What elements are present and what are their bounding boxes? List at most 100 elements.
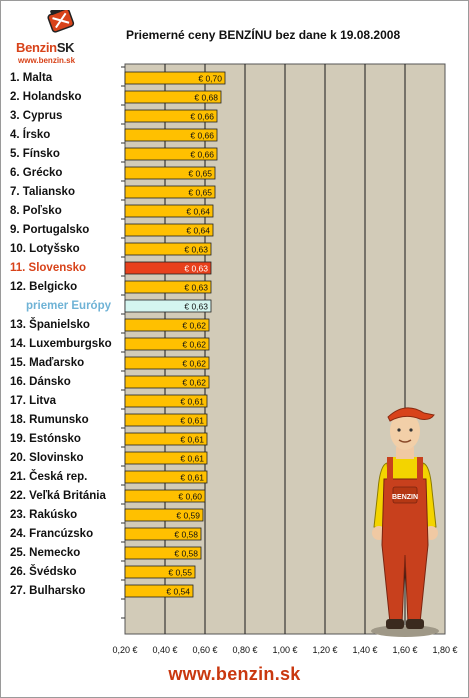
bar-value-label: € 0,66 bbox=[190, 131, 214, 141]
country-label: 19. Estónsko bbox=[10, 433, 81, 445]
bar-value-label: € 0,68 bbox=[194, 93, 218, 103]
bar bbox=[124, 432, 208, 446]
bar bbox=[124, 204, 214, 218]
bar bbox=[124, 489, 206, 503]
bar bbox=[124, 280, 212, 294]
bar bbox=[124, 71, 226, 85]
country-label: 14. Luxemburgsko bbox=[10, 338, 112, 350]
bar bbox=[124, 147, 218, 161]
bar bbox=[124, 223, 214, 237]
country-label: 15. Maďarsko bbox=[10, 357, 85, 369]
benzin-sk-logo: BenzinSK www.benzin.sk bbox=[6, 7, 96, 66]
bar-value-label: € 0,63 bbox=[184, 245, 208, 255]
fuel-can-icon bbox=[47, 7, 75, 33]
bar-value-label: € 0,62 bbox=[182, 378, 206, 388]
country-label: 2. Holandsko bbox=[10, 91, 82, 103]
fuel-attendant-mascot-icon: BENZIN bbox=[371, 407, 439, 637]
bar bbox=[124, 584, 194, 598]
bar bbox=[124, 242, 212, 256]
bar-value-label: € 0,64 bbox=[186, 226, 210, 236]
country-label: 18. Rumunsko bbox=[10, 414, 89, 426]
bar bbox=[124, 356, 210, 370]
chart-title: Priemerné ceny BENZÍNU bez dane k 19.08.… bbox=[126, 28, 401, 42]
bar-value-label: € 0,70 bbox=[198, 74, 222, 84]
bar-value-label: € 0,61 bbox=[180, 454, 204, 464]
bar bbox=[124, 565, 196, 579]
country-label: 20. Slovinsko bbox=[10, 452, 84, 464]
country-label: 3. Cyprus bbox=[10, 110, 63, 122]
x-tick-label: 0,60 € bbox=[192, 645, 217, 655]
bar-value-label: € 0,64 bbox=[186, 207, 210, 217]
x-tick-label: 1,00 € bbox=[272, 645, 297, 655]
country-label: 7. Taliansko bbox=[10, 186, 75, 198]
logo-url: www.benzin.sk bbox=[18, 56, 76, 65]
bar bbox=[124, 527, 202, 541]
x-tick-label: 0,40 € bbox=[152, 645, 177, 655]
bar bbox=[124, 451, 208, 465]
country-label: 27. Bulharsko bbox=[10, 585, 86, 597]
bar-value-label: € 0,62 bbox=[182, 359, 206, 369]
bar bbox=[124, 90, 222, 104]
bar-value-label: € 0,59 bbox=[176, 511, 200, 521]
bar-value-label: € 0,61 bbox=[180, 435, 204, 445]
country-label: 22. Veľká Británia bbox=[10, 490, 106, 502]
bar bbox=[124, 546, 202, 560]
bar bbox=[124, 299, 212, 313]
x-tick-label: 1,80 € bbox=[432, 645, 457, 655]
bar bbox=[124, 128, 218, 142]
bar-value-label: € 0,63 bbox=[184, 302, 208, 312]
bar bbox=[124, 318, 210, 332]
bar-value-label: € 0,62 bbox=[182, 321, 206, 331]
footer-url: www.benzin.sk bbox=[168, 664, 301, 684]
bar-value-label: € 0,61 bbox=[180, 473, 204, 483]
bar-value-label: € 0,54 bbox=[166, 587, 190, 597]
x-tick-label: 0,80 € bbox=[232, 645, 257, 655]
bar bbox=[124, 185, 216, 199]
bar-value-label: € 0,61 bbox=[180, 416, 204, 426]
country-label: 9. Portugalsko bbox=[10, 224, 90, 236]
x-tick-label: 1,20 € bbox=[312, 645, 337, 655]
country-label: 13. Španielsko bbox=[10, 319, 90, 331]
country-label: 24. Francúzsko bbox=[10, 528, 94, 540]
svg-text:BENZIN: BENZIN bbox=[392, 494, 418, 501]
bar bbox=[124, 261, 212, 275]
bar bbox=[124, 337, 210, 351]
x-tick-label: 1,60 € bbox=[392, 645, 417, 655]
bar bbox=[124, 413, 208, 427]
bar-value-label: € 0,65 bbox=[188, 169, 212, 179]
bar-value-label: € 0,55 bbox=[168, 568, 192, 578]
country-label: 16. Dánsko bbox=[10, 376, 71, 388]
bar bbox=[124, 109, 218, 123]
bar bbox=[124, 508, 204, 522]
bar bbox=[124, 166, 216, 180]
bar-value-label: € 0,61 bbox=[180, 397, 204, 407]
country-label: 25. Nemecko bbox=[10, 547, 81, 559]
country-label: 17. Litva bbox=[10, 395, 57, 407]
x-tick-label: 1,40 € bbox=[352, 645, 377, 655]
bar-value-label: € 0,63 bbox=[184, 264, 208, 274]
country-label: 8. Poľsko bbox=[10, 205, 62, 217]
bar-value-label: € 0,58 bbox=[174, 549, 198, 559]
bar-value-label: € 0,66 bbox=[190, 150, 214, 160]
logo-brand-text: BenzinSK bbox=[16, 40, 75, 55]
country-label: 26. Švédsko bbox=[10, 566, 77, 578]
country-label: 12. Belgicko bbox=[10, 281, 78, 293]
bar-value-label: € 0,62 bbox=[182, 340, 206, 350]
bar bbox=[124, 394, 208, 408]
country-label: 5. Fínsko bbox=[10, 148, 60, 160]
bar bbox=[124, 375, 210, 389]
country-label: 21. Česká rep. bbox=[10, 471, 88, 483]
bar-value-label: € 0,58 bbox=[174, 530, 198, 540]
country-label: 10. Lotyšsko bbox=[10, 243, 80, 255]
bar bbox=[124, 470, 208, 484]
country-label: 4. Írsko bbox=[10, 129, 51, 141]
bar-value-label: € 0,63 bbox=[184, 283, 208, 293]
bar-value-label: € 0,66 bbox=[190, 112, 214, 122]
country-label: 6. Grécko bbox=[10, 167, 63, 179]
bar-value-label: € 0,60 bbox=[178, 492, 202, 502]
x-tick-label: 0,20 € bbox=[112, 645, 137, 655]
country-label: 11. Slovensko bbox=[10, 262, 87, 274]
bar-value-label: € 0,65 bbox=[188, 188, 212, 198]
country-label: 1. Malta bbox=[10, 72, 53, 84]
